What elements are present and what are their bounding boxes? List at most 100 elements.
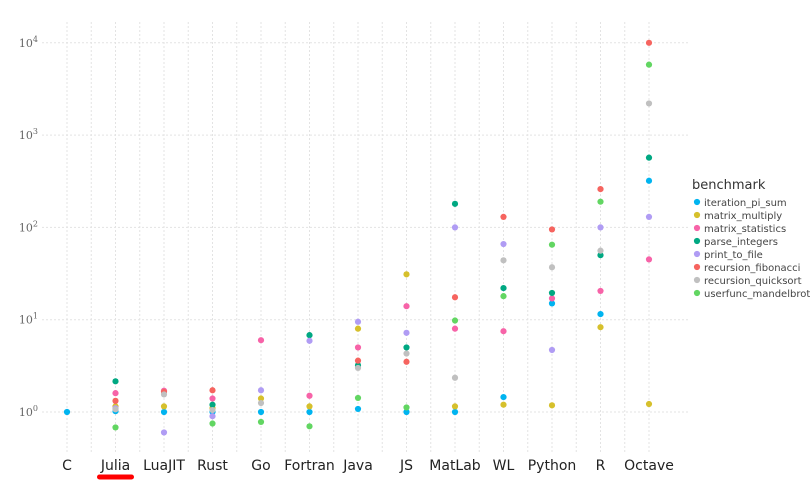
point-iteration_pi_sum-wl <box>500 394 507 401</box>
legend-label-parse_integers: parse_integers <box>704 237 778 248</box>
y-tick-base: 10 <box>19 37 33 50</box>
point-recursion_fibonacci-java <box>354 357 362 364</box>
point-iteration_pi_sum-python <box>548 300 556 307</box>
y-tick-base: 10 <box>19 129 33 142</box>
point-matrix_statistics-r <box>597 287 604 295</box>
point-matrix_multiply-fortran <box>306 403 313 410</box>
point-recursion_quicksort-matlab <box>451 374 459 381</box>
y-tick-exponent: 4 <box>33 35 38 44</box>
point-parse_integers-octave <box>645 154 653 161</box>
point-parse_integers-wl <box>500 284 507 292</box>
legend-label-userfunc_mandelbrot: userfunc_mandelbrot <box>704 289 810 300</box>
point-userfunc_mandelbrot-wl <box>500 293 507 300</box>
y-tick-label: 103 <box>19 127 38 142</box>
point-print_to_file-fortran <box>306 337 313 344</box>
point-parse_integers-matlab <box>451 200 459 207</box>
point-recursion_quicksort-octave <box>645 100 653 107</box>
x-tick-label-luajit: LuaJIT <box>143 458 185 474</box>
grid-layer <box>42 22 688 452</box>
x-tick-label-rust: Rust <box>197 458 228 474</box>
x-tick-label-c: C <box>62 458 72 474</box>
legend-title: benchmark <box>692 178 766 193</box>
point-userfunc_mandelbrot-rust <box>209 420 216 427</box>
x-tick-label-r: R <box>596 458 606 474</box>
y-tick-base: 10 <box>19 406 33 419</box>
point-matrix_multiply-matlab <box>451 403 459 410</box>
point-matrix_statistics-fortran <box>306 392 313 399</box>
point-userfunc_mandelbrot-octave <box>645 61 653 68</box>
point-matrix_statistics-js <box>403 303 410 310</box>
point-matrix_multiply-r <box>597 324 604 331</box>
y-tick-base: 10 <box>19 221 33 234</box>
legend-swatch-recursion_fibonacci <box>693 263 701 271</box>
point-print_to_file-js <box>403 329 410 336</box>
point-matrix_statistics-matlab <box>451 325 459 332</box>
point-recursion_quicksort-wl <box>500 257 507 264</box>
point-recursion_quicksort-java <box>354 364 362 372</box>
point-recursion_quicksort-go <box>257 399 265 407</box>
y-tick-label: 102 <box>19 219 38 234</box>
point-userfunc_mandelbrot-fortran <box>306 423 313 430</box>
point-matrix_multiply-js <box>403 271 410 278</box>
point-iteration_pi_sum-js <box>403 408 410 416</box>
point-matrix_statistics-rust <box>209 395 216 402</box>
x-tick-label-matlab: MatLab <box>429 458 481 474</box>
point-parse_integers-rust <box>209 401 216 408</box>
point-matrix_statistics-go <box>257 337 265 344</box>
point-matrix_multiply-wl <box>500 401 507 408</box>
legend-swatch-recursion_quicksort <box>693 276 701 284</box>
point-print_to_file-r <box>597 224 604 231</box>
point-parse_integers-julia <box>112 378 119 385</box>
point-recursion_quicksort-r <box>597 247 604 254</box>
point-matrix_multiply-python <box>548 402 556 409</box>
legend-swatch-print_to_file <box>693 250 701 258</box>
legend-swatch-iteration_pi_sum <box>693 198 701 206</box>
point-userfunc_mandelbrot-go <box>257 418 265 426</box>
point-recursion_fibonacci-rust <box>209 387 216 394</box>
point-matrix_statistics-python <box>548 295 556 302</box>
legend-label-print_to_file: print_to_file <box>704 250 763 261</box>
x-tick-label-go: Go <box>251 458 270 474</box>
x-tick-label-python: Python <box>528 458 577 474</box>
point-print_to_file-luajit <box>160 429 168 436</box>
point-recursion_quicksort-luajit <box>160 391 168 398</box>
point-recursion_fibonacci-matlab <box>451 294 459 301</box>
point-parse_integers-fortran <box>306 332 313 339</box>
y-tick-base: 10 <box>19 314 33 327</box>
y-tick-label: 100 <box>19 404 38 419</box>
point-print_to_file-python <box>548 346 556 354</box>
point-recursion_fibonacci-wl <box>500 213 507 220</box>
data-points <box>63 39 653 436</box>
legend-swatch-matrix_statistics <box>693 224 701 232</box>
legend-label-recursion_fibonacci: recursion_fibonacci <box>704 263 800 274</box>
y-tick-exponent: 2 <box>33 219 38 228</box>
point-parse_integers-python <box>548 289 556 297</box>
legend-swatch-parse_integers <box>693 237 701 245</box>
legend-label-matrix_statistics: matrix_statistics <box>704 224 786 235</box>
point-recursion_fibonacci-r <box>597 185 604 193</box>
point-print_to_file-rust <box>209 413 216 420</box>
x-tick-label-fortran: Fortran <box>284 458 335 474</box>
point-iteration_pi_sum-c <box>63 408 71 416</box>
point-iteration_pi_sum-go <box>257 408 265 416</box>
point-iteration_pi_sum-r <box>597 310 604 318</box>
x-tick-label-java: Java <box>342 458 373 474</box>
y-tick-label: 101 <box>19 312 38 327</box>
point-recursion_fibonacci-octave <box>645 39 653 46</box>
point-recursion_fibonacci-julia <box>112 397 119 404</box>
legend-label-matrix_multiply: matrix_multiply <box>704 211 782 222</box>
point-recursion_quicksort-julia <box>112 406 119 413</box>
point-userfunc_mandelbrot-java <box>354 394 362 402</box>
point-recursion_quicksort-python <box>548 264 556 271</box>
point-print_to_file-wl <box>500 240 507 248</box>
x-tick-label-octave: Octave <box>624 458 674 474</box>
point-matrix_statistics-octave <box>645 256 653 263</box>
point-parse_integers-js <box>403 344 410 351</box>
point-recursion_fibonacci-python <box>548 226 556 233</box>
point-userfunc_mandelbrot-matlab <box>451 317 459 324</box>
legend-label-recursion_quicksort: recursion_quicksort <box>704 276 802 287</box>
x-tick-label-wl: WL <box>493 458 515 474</box>
point-userfunc_mandelbrot-julia <box>112 424 119 431</box>
